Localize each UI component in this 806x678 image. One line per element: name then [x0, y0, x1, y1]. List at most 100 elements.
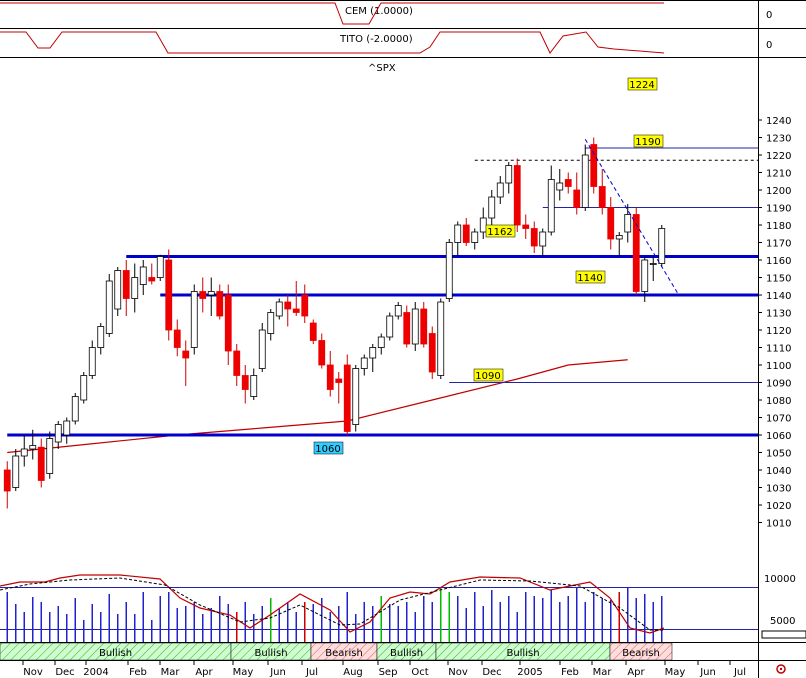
phase-segment: [609, 642, 673, 661]
candle-body: [258, 329, 266, 369]
x-tick-label: Nov: [448, 667, 468, 678]
candle-body: [513, 165, 521, 226]
y-tick-label: 1050: [766, 449, 791, 460]
candle-body: [267, 312, 275, 334]
candle-body: [573, 189, 581, 208]
indicator-label-tito: TITO (-2.0000): [339, 34, 413, 45]
y-tick-label: 1040: [766, 466, 791, 477]
candle-body: [505, 165, 513, 184]
y-tick-label: 1070: [766, 414, 791, 425]
candle-body: [428, 333, 436, 373]
candle-body: [658, 228, 666, 264]
volume-bars: [6, 588, 663, 642]
x-tick-label: Feb: [561, 667, 579, 678]
lower-scrollbar[interactable]: [761, 630, 806, 639]
candle-body: [301, 294, 309, 317]
level-label-box: [313, 441, 344, 455]
candle-body: [54, 424, 62, 443]
trendline-dashed: [584, 138, 680, 296]
level-labels: 1162 1140 1060 1090 1190 1224: [313, 77, 664, 455]
candle-body: [165, 259, 173, 331]
candle-body: [335, 378, 343, 383]
candle-body: [105, 280, 113, 334]
level-label: 1224: [629, 80, 654, 91]
candle-body: [97, 326, 105, 348]
price-axis: 1010 1020 1030 1040 1050 1060 1070 1080 1090 1100…: [758, 116, 791, 530]
candlesticks: [3, 137, 666, 509]
support-resistance-levels: [7, 147, 758, 437]
y-tick-label: 1190: [766, 204, 791, 215]
candle-body: [139, 266, 147, 285]
candle-body: [71, 396, 79, 422]
level-label: 1060: [315, 444, 340, 455]
y-tick-label: 1160: [766, 256, 791, 267]
candle-body: [377, 336, 385, 348]
candle-body: [437, 301, 445, 376]
moving-average: [7, 359, 628, 454]
candle-body: [190, 291, 198, 348]
y-tick-label: 1180: [766, 221, 791, 232]
y-tick-label: 1200: [766, 186, 791, 197]
indicator-tito: TITO (-2.0000) 0: [0, 31, 772, 54]
level-label-box: [627, 77, 658, 91]
x-tick-label: 2005: [517, 667, 542, 678]
x-tick-label: Jul: [305, 667, 318, 678]
x-tick-label: Oct: [411, 667, 428, 678]
x-tick-label: Aug: [343, 667, 363, 678]
settings-icon[interactable]: [776, 664, 786, 674]
x-tick-label: 2004: [83, 667, 108, 678]
x-tick-label: Mar: [161, 667, 181, 678]
x-tick-label: Feb: [129, 667, 147, 678]
level-label: 1090: [475, 371, 500, 382]
tito-line: [0, 31, 665, 54]
candle-body: [403, 312, 411, 345]
candle-body: [641, 259, 649, 292]
phase-label: Bullish: [99, 648, 132, 659]
level-label-box: [575, 270, 606, 284]
x-tick-label: Apr: [195, 667, 213, 678]
candle-body: [156, 256, 164, 278]
candle-body: [122, 270, 130, 299]
candle-body: [454, 224, 462, 243]
x-tick-label: Dec: [482, 667, 501, 678]
candle-body: [471, 231, 479, 243]
candle-body: [488, 196, 496, 219]
candle-body: [12, 455, 20, 488]
phase-label: Bearish: [325, 648, 363, 659]
level-label: 1190: [635, 137, 660, 148]
oscillator-line: [0, 574, 665, 634]
candle-body: [292, 308, 300, 313]
candle-body: [309, 322, 317, 341]
level-label: 1162: [487, 227, 512, 238]
y-tick-label: 1110: [766, 344, 791, 355]
lower-panel: 10000 5000: [0, 574, 806, 642]
level-label-box: [473, 368, 504, 382]
y-tick-label: 1130: [766, 309, 791, 320]
candle-body: [360, 357, 368, 369]
candle-body: [479, 217, 487, 233]
y-tick-label: 1220: [766, 151, 791, 162]
y-tick-label: 1020: [766, 501, 791, 512]
candle-body: [386, 315, 394, 338]
candle-body: [88, 347, 96, 376]
y-tick-label: 1090: [766, 379, 791, 390]
candle-body: [63, 420, 71, 436]
phase-label: Bullish: [254, 648, 287, 659]
candle-body: [530, 228, 538, 247]
level-label-box: [485, 224, 516, 238]
candle-body: [607, 207, 615, 240]
x-tick-label: Jun: [699, 667, 716, 678]
x-tick-label: Nov: [23, 667, 43, 678]
candle-body: [216, 291, 224, 317]
candle-body: [632, 214, 640, 292]
candle-body: [3, 469, 11, 492]
y-tick-label: 1210: [766, 169, 791, 180]
candle-body: [148, 277, 156, 282]
candle-body: [241, 375, 249, 390]
indicator-cem: CEM (1.0000) 0: [0, 2, 772, 25]
candle-body: [462, 224, 470, 243]
y-tick-label: 1120: [766, 326, 791, 337]
ma-line: [7, 359, 628, 454]
candle-body: [539, 231, 547, 247]
candle-body: [624, 214, 632, 233]
